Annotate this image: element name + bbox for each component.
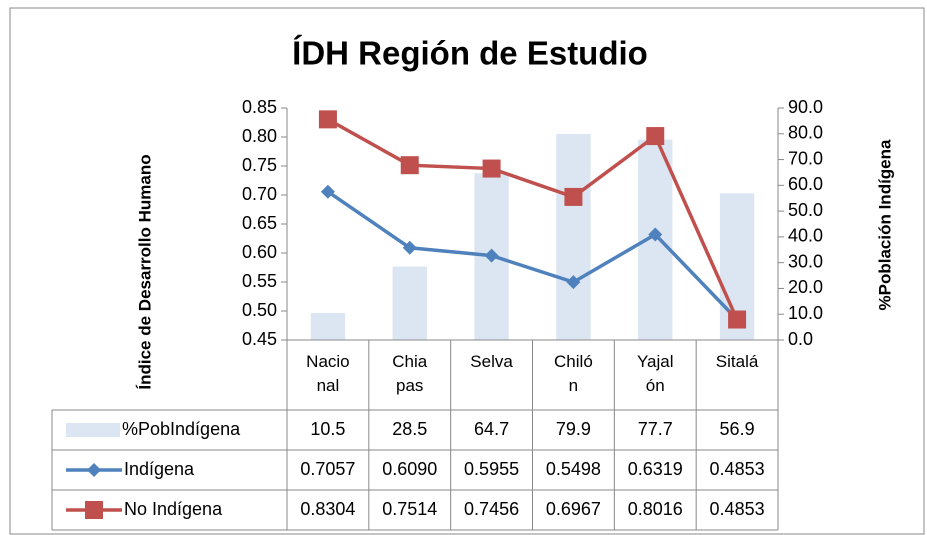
chart-border [9, 7, 925, 535]
data-label: 0.6319 [628, 459, 683, 479]
x-tick-label: Chilón [554, 352, 593, 395]
legend-label: %PobIndígena [122, 419, 241, 439]
data-label: 0.7456 [464, 499, 519, 519]
legend-label: Indígena [124, 459, 195, 479]
y-tick-label: 0.55 [242, 271, 277, 291]
chart-title: ÍDH Región de Estudio [292, 35, 648, 72]
y2-tick-label: 60.0 [788, 174, 823, 194]
bar [556, 134, 591, 340]
y-tick-label: 0.85 [242, 97, 277, 117]
category-cell: Chilón [554, 352, 593, 395]
data-label: 64.7 [474, 419, 509, 439]
y2-tick-label: 70.0 [788, 148, 823, 168]
data-label: 79.9 [556, 419, 591, 439]
x-tick-label: Selva [470, 352, 513, 371]
legend-marker [87, 463, 101, 477]
y2-axis-title: %Población Indígena [875, 139, 894, 311]
category-cell: Chiapas [392, 352, 428, 395]
y-tick-label: 0.50 [242, 300, 277, 320]
data-label: 0.7057 [300, 459, 355, 479]
marker [320, 184, 335, 199]
data-label: 0.4853 [710, 499, 765, 519]
x-tick-label: Yajalón [636, 352, 674, 395]
data-label: 10.5 [310, 419, 345, 439]
data-label: 0.8304 [300, 499, 355, 519]
line [326, 190, 739, 321]
marker [566, 275, 581, 290]
y-tick-label: 0.75 [242, 155, 277, 175]
y2-tick-label: 80.0 [788, 123, 823, 143]
x-tick-label: Nacional [306, 352, 350, 395]
data-label: 0.7514 [382, 499, 437, 519]
x-tick-label: Sitalá [715, 352, 759, 371]
y2-tick-label: 50.0 [788, 200, 823, 220]
y-tick-label: 0.45 [242, 329, 277, 349]
category-cell: Selva [470, 352, 513, 371]
marker [400, 156, 419, 175]
marker [728, 310, 747, 329]
marker [564, 187, 583, 206]
y2-tick-label: 40.0 [788, 226, 823, 246]
legend-label: No Indígena [124, 499, 223, 519]
category-cell: Sitalá [715, 352, 759, 371]
marker [318, 110, 337, 129]
y-tick-label: 0.70 [242, 184, 277, 204]
data-label: 0.6090 [382, 459, 437, 479]
y2-tick-label: 90.0 [788, 97, 823, 117]
category-cell: Nacional [306, 352, 350, 395]
data-label: 0.5955 [464, 459, 519, 479]
marker [648, 227, 663, 242]
bar [392, 266, 427, 340]
marker [484, 248, 499, 263]
y2-tick-label: 0.0 [788, 329, 813, 349]
y2-tick-label: 30.0 [788, 251, 823, 271]
data-label: 0.4853 [710, 459, 765, 479]
legend-swatch [66, 423, 120, 437]
y-axis-title: Índice de Desarrollo Humano [135, 154, 154, 389]
marker [646, 127, 665, 146]
category-cell: Yajalón [636, 352, 674, 395]
data-label: 0.6967 [546, 499, 601, 519]
legend-marker [85, 501, 103, 519]
marker [482, 159, 501, 178]
y2-tick-label: 20.0 [788, 277, 823, 297]
y2-tick-label: 10.0 [788, 303, 823, 323]
data-label: 0.8016 [628, 499, 683, 519]
marker [402, 240, 417, 255]
y-tick-label: 0.80 [242, 126, 277, 146]
data-label: 28.5 [392, 419, 427, 439]
data-label: 56.9 [720, 419, 755, 439]
bar [310, 312, 346, 340]
line [327, 117, 739, 321]
data-label: 0.5498 [546, 459, 601, 479]
y-tick-label: 0.65 [242, 213, 277, 233]
data-label: 77.7 [638, 419, 673, 439]
y-tick-label: 0.60 [242, 242, 277, 262]
x-tick-label: Chiapas [392, 352, 428, 395]
